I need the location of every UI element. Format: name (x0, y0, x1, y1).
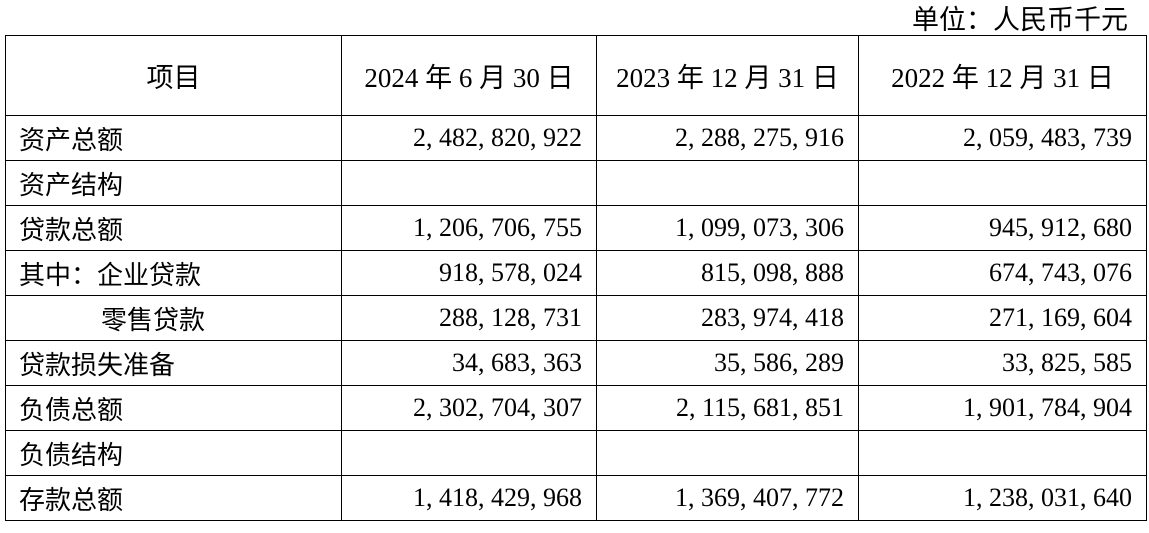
financial-table: 项目 2024 年 6 月 30 日 2023 年 12 月 31 日 2022… (5, 35, 1147, 521)
table-row-corporate-loans: 其中：企业贷款 918, 578, 024 815, 098, 888 674,… (5, 250, 1147, 296)
table-row-loan-loss-provision: 贷款损失准备 34, 683, 363 35, 586, 289 33, 825… (5, 340, 1147, 386)
row-label: 资产结构 (5, 160, 342, 206)
header-row: 项目 2024 年 6 月 30 日 2023 年 12 月 31 日 2022… (5, 35, 1147, 116)
value-cell (341, 160, 597, 206)
value-cell (341, 430, 597, 476)
table-row-total-assets: 资产总额 2, 482, 820, 922 2, 288, 275, 916 2… (5, 115, 1147, 161)
unit-note: 单位：人民币千元 (912, 5, 1128, 35)
value-cell: 674, 743, 076 (858, 250, 1147, 296)
table-row-liability-structure: 负债结构 (5, 430, 1147, 476)
row-label: 资产总额 (5, 115, 342, 161)
row-label: 存款总额 (5, 475, 342, 521)
value-cell: 2, 482, 820, 922 (341, 115, 597, 161)
row-label: 负债总额 (5, 385, 342, 431)
row-label: 其中：企业贷款 (5, 250, 342, 296)
header-cell-2023-12-31: 2023 年 12 月 31 日 (596, 35, 859, 116)
value-cell: 34, 683, 363 (341, 340, 597, 386)
value-cell: 815, 098, 888 (596, 250, 859, 296)
value-cell: 1, 206, 706, 755 (341, 205, 597, 251)
value-cell: 288, 128, 731 (341, 295, 597, 341)
value-cell: 1, 369, 407, 772 (596, 475, 859, 521)
value-cell: 945, 912, 680 (858, 205, 1147, 251)
header-cell-item: 项目 (5, 35, 342, 116)
value-cell: 271, 169, 604 (858, 295, 1147, 341)
value-cell: 2, 115, 681, 851 (596, 385, 859, 431)
value-cell: 1, 238, 031, 640 (858, 475, 1147, 521)
value-cell: 2, 288, 275, 916 (596, 115, 859, 161)
value-cell: 1, 901, 784, 904 (858, 385, 1147, 431)
row-label: 贷款损失准备 (5, 340, 342, 386)
value-cell: 918, 578, 024 (341, 250, 597, 296)
table-row-retail-loans: 零售贷款 288, 128, 731 283, 974, 418 271, 16… (5, 295, 1147, 341)
value-cell (596, 430, 859, 476)
value-cell: 2, 059, 483, 739 (858, 115, 1147, 161)
value-cell: 33, 825, 585 (858, 340, 1147, 386)
value-cell: 283, 974, 418 (596, 295, 859, 341)
value-cell: 1, 099, 073, 306 (596, 205, 859, 251)
row-label: 贷款总额 (5, 205, 342, 251)
row-label: 负债结构 (5, 430, 342, 476)
table-row-total-deposits: 存款总额 1, 418, 429, 968 1, 369, 407, 772 1… (5, 475, 1147, 521)
value-cell (596, 160, 859, 206)
value-cell: 35, 586, 289 (596, 340, 859, 386)
value-cell (858, 160, 1147, 206)
table-row-total-liabilities: 负债总额 2, 302, 704, 307 2, 115, 681, 851 1… (5, 385, 1147, 431)
header-cell-2024-06-30: 2024 年 6 月 30 日 (341, 35, 597, 116)
table-row-asset-structure: 资产结构 (5, 160, 1147, 206)
value-cell: 1, 418, 429, 968 (341, 475, 597, 521)
header-cell-2022-12-31: 2022 年 12 月 31 日 (858, 35, 1147, 116)
row-label: 零售贷款 (5, 295, 342, 341)
value-cell (858, 430, 1147, 476)
table-row-total-loans: 贷款总额 1, 206, 706, 755 1, 099, 073, 306 9… (5, 205, 1147, 251)
value-cell: 2, 302, 704, 307 (341, 385, 597, 431)
